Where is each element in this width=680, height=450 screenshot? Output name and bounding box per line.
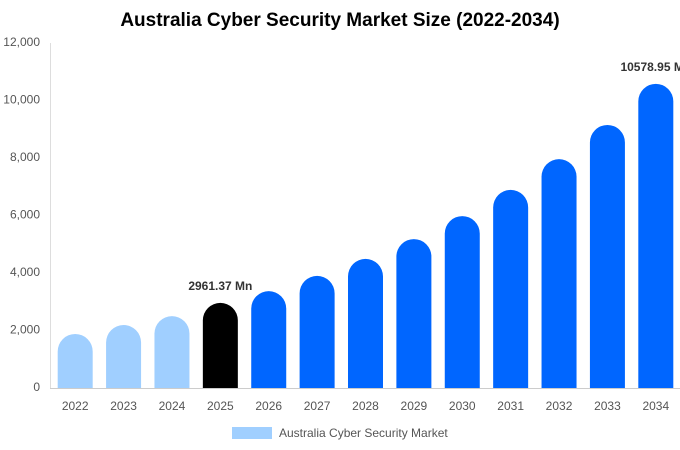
x-tick-label: 2032 [546, 399, 573, 413]
bar [154, 316, 190, 388]
x-tick-label: 2031 [497, 399, 524, 413]
x-tick-label: 2023 [110, 399, 137, 413]
y-tick-label: 6,000 [10, 208, 40, 222]
y-tick-label: 12,000 [3, 35, 40, 49]
y-tick-label: 4,000 [10, 265, 40, 279]
bar [348, 258, 383, 388]
chart-title: Australia Cyber Security Market Size (20… [120, 10, 559, 31]
x-tick-label: 2025 [207, 399, 234, 413]
bar [444, 216, 480, 388]
bar [106, 325, 142, 388]
x-tick-label: 2028 [352, 399, 379, 413]
x-tick-label: 2034 [642, 399, 669, 413]
x-tick-label: 2022 [62, 399, 89, 413]
bar [493, 189, 529, 388]
y-tick-label: 10,000 [3, 93, 40, 107]
bar [202, 302, 238, 388]
y-tick-label: 0 [33, 380, 40, 394]
x-tick-label: 2029 [401, 399, 428, 413]
y-tick-label: 2,000 [10, 323, 40, 337]
bar [638, 83, 674, 388]
data-label: 10578.95 Mn [620, 60, 680, 74]
data-label: 2961.37 Mn [188, 279, 252, 293]
bar [541, 159, 577, 388]
y-tick-label: 8,000 [10, 150, 40, 164]
bar [299, 275, 335, 388]
bar [57, 333, 93, 388]
x-tick-label: 2026 [255, 399, 282, 413]
x-tick-label: 2033 [594, 399, 621, 413]
x-tick-label: 2030 [449, 399, 476, 413]
bar [396, 239, 432, 388]
x-tick-label: 2024 [159, 399, 186, 413]
bar [589, 124, 625, 389]
x-tick-label: 2027 [304, 399, 331, 413]
legend-label: Australia Cyber Security Market [279, 426, 448, 440]
legend-swatch [232, 427, 272, 439]
bar [251, 291, 287, 388]
